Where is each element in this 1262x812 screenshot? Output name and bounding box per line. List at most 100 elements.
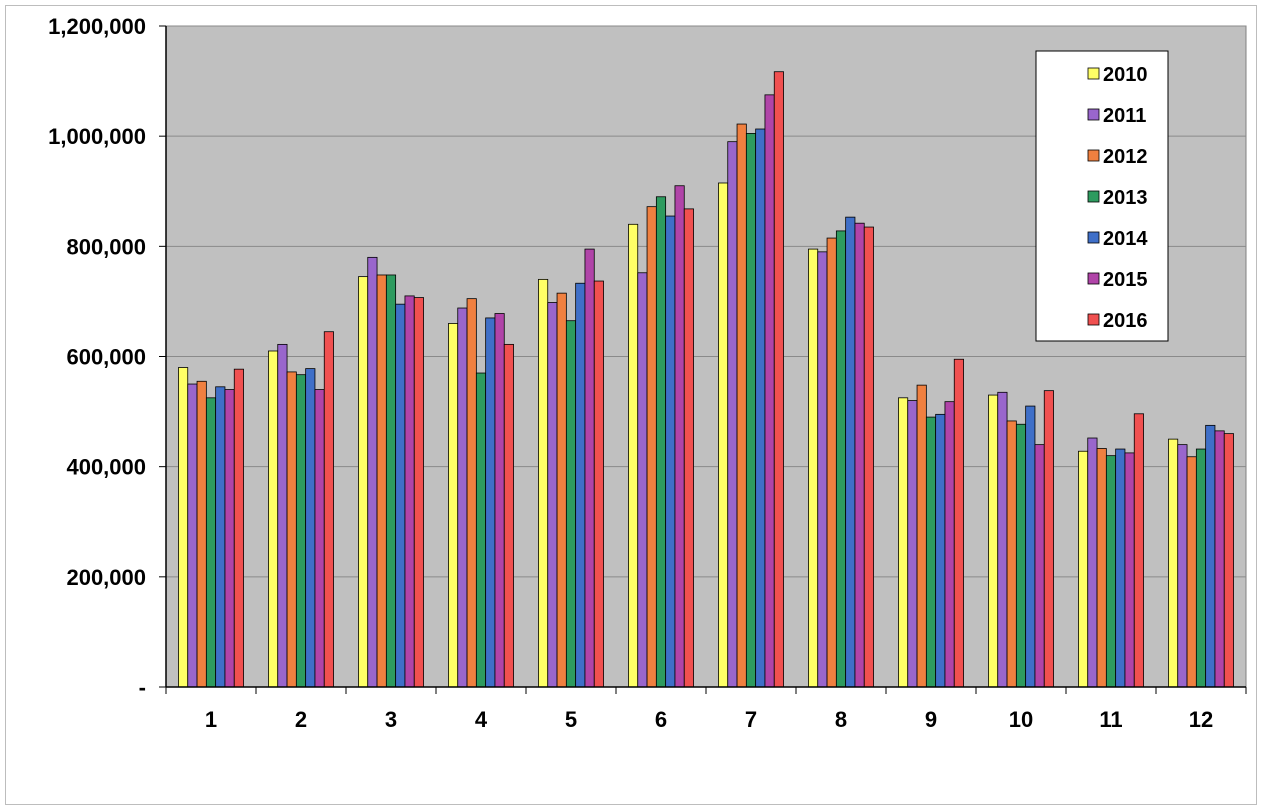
bar-2014-7: [755, 128, 766, 688]
bar-2015-2: [314, 389, 325, 688]
bar-2010-1: [178, 367, 189, 688]
bar-2013-6: [655, 196, 667, 688]
bar-2011-4: [457, 307, 468, 688]
bar-2016-5: [593, 280, 604, 688]
x-tick-label: 8: [835, 707, 847, 732]
x-tick-label: 10: [1009, 707, 1033, 732]
bar-2012-2: [286, 371, 297, 688]
bar-2015-6: [674, 185, 685, 688]
bar-2010-12: [1168, 438, 1179, 688]
bar-2016-8: [863, 226, 874, 688]
bar-2015-10: [1034, 444, 1045, 688]
bar-2013-12: [1195, 448, 1207, 688]
bar-2012-10: [1006, 420, 1017, 688]
x-tick-label: 1: [205, 707, 217, 732]
bar-2012-12: [1186, 456, 1197, 688]
bar-2012-8: [826, 237, 837, 688]
legend-swatch-2014: [1087, 231, 1100, 244]
legend-box: [1035, 50, 1169, 342]
bar-2013-10: [1015, 423, 1027, 688]
bar-2014-11: [1115, 448, 1126, 688]
legend-label-2012: 2012: [1103, 146, 1148, 168]
bar-2013-2: [295, 374, 307, 688]
bar-2010-6: [628, 223, 639, 688]
bar-2011-10: [997, 391, 1008, 688]
axes: [159, 25, 1247, 694]
bar-2014-1: [215, 386, 226, 688]
bar-2013-7: [745, 133, 757, 688]
legend-label-2015: 2015: [1103, 269, 1148, 291]
x-tick-label: 2: [295, 707, 307, 732]
y-tick-label: 800,000: [66, 234, 146, 259]
bar-2015-5: [584, 248, 595, 688]
legend-label-2013: 2013: [1103, 187, 1148, 209]
bar-2015-11: [1124, 452, 1135, 688]
chart-frame: - 200,000 400,000 600,000 800,000 1,000,000 1,…: [5, 5, 1257, 805]
y-tick-label: -: [139, 675, 146, 700]
legend-swatch-2016: [1087, 313, 1100, 326]
bar-2016-11: [1133, 413, 1144, 688]
bar-2010-5: [538, 278, 549, 688]
bar-2011-5: [547, 302, 558, 688]
legend-label-2016: 2016: [1103, 310, 1148, 332]
x-tick-label: 9: [925, 707, 937, 732]
bar-2014-3: [395, 303, 406, 688]
bar-2013-5: [565, 320, 577, 688]
x-tick-label: 6: [655, 707, 667, 732]
x-tick-label: 7: [745, 707, 757, 732]
y-tick-label: 1,000,000: [48, 124, 146, 149]
bar-2010-8: [808, 248, 819, 688]
bar-2010-7: [718, 182, 729, 688]
bar-2014-2: [305, 368, 316, 688]
x-tick-label: 12: [1189, 707, 1213, 732]
bar-2011-3: [367, 256, 378, 688]
bar-2014-6: [665, 215, 676, 688]
bar-2010-3: [358, 276, 369, 688]
bar-2010-2: [268, 350, 279, 688]
bar-2010-10: [988, 394, 999, 688]
bar-2014-12: [1205, 424, 1216, 688]
legend-label-2014: 2014: [1103, 228, 1148, 250]
x-tick-label: 4: [475, 707, 488, 732]
y-tick-label: 400,000: [66, 455, 146, 480]
legend-swatch-2011: [1087, 108, 1100, 121]
bar-2016-3: [413, 297, 424, 688]
bar-2012-6: [646, 206, 657, 688]
bar-2011-1: [187, 383, 198, 688]
bar-2016-1: [233, 368, 244, 688]
bar-2012-1: [196, 380, 207, 688]
bar-2012-5: [556, 292, 567, 688]
bar-2016-12: [1223, 433, 1234, 688]
legend-swatch-2013: [1087, 190, 1100, 203]
x-tick-labels: 1 2 3 4 5 6 7 8 9 10 11 12: [205, 707, 1213, 732]
bar-2014-4: [485, 317, 496, 688]
bar-chart: - 200,000 400,000 600,000 800,000 1,000,000 1,…: [48, 14, 1247, 732]
bar-2016-4: [503, 343, 514, 688]
x-tick-label: 5: [565, 707, 577, 732]
legend-swatch-2010: [1087, 67, 1100, 80]
bar-2013-3: [385, 274, 397, 688]
bar-2013-11: [1105, 455, 1117, 688]
x-tick-label: 11: [1099, 707, 1122, 732]
bar-2015-3: [404, 295, 415, 688]
legend-label-2011: 2011: [1103, 105, 1146, 127]
bar-2012-9: [916, 384, 927, 688]
bar-2014-5: [575, 282, 586, 688]
bar-2016-10: [1043, 390, 1054, 688]
bar-2011-11: [1087, 437, 1098, 688]
bar-2015-8: [854, 222, 865, 688]
bar-2012-7: [736, 123, 747, 688]
gridlines: [166, 25, 1246, 578]
legend-swatch-2015: [1087, 272, 1100, 285]
legend: 2010 2011 2012 2013 2014 2015 2016: [1035, 50, 1169, 342]
y-tick-label: 200,000: [66, 565, 146, 590]
bar-2010-4: [448, 323, 459, 688]
bar-2016-2: [323, 331, 334, 688]
bar-2015-1: [224, 389, 235, 688]
legend-swatch-2012: [1087, 149, 1100, 162]
bar-2014-10: [1025, 405, 1036, 688]
bar-2010-11: [1078, 450, 1089, 688]
bar-2010-9: [898, 397, 909, 688]
bar-2015-9: [944, 401, 955, 688]
bar-2015-12: [1214, 430, 1225, 688]
